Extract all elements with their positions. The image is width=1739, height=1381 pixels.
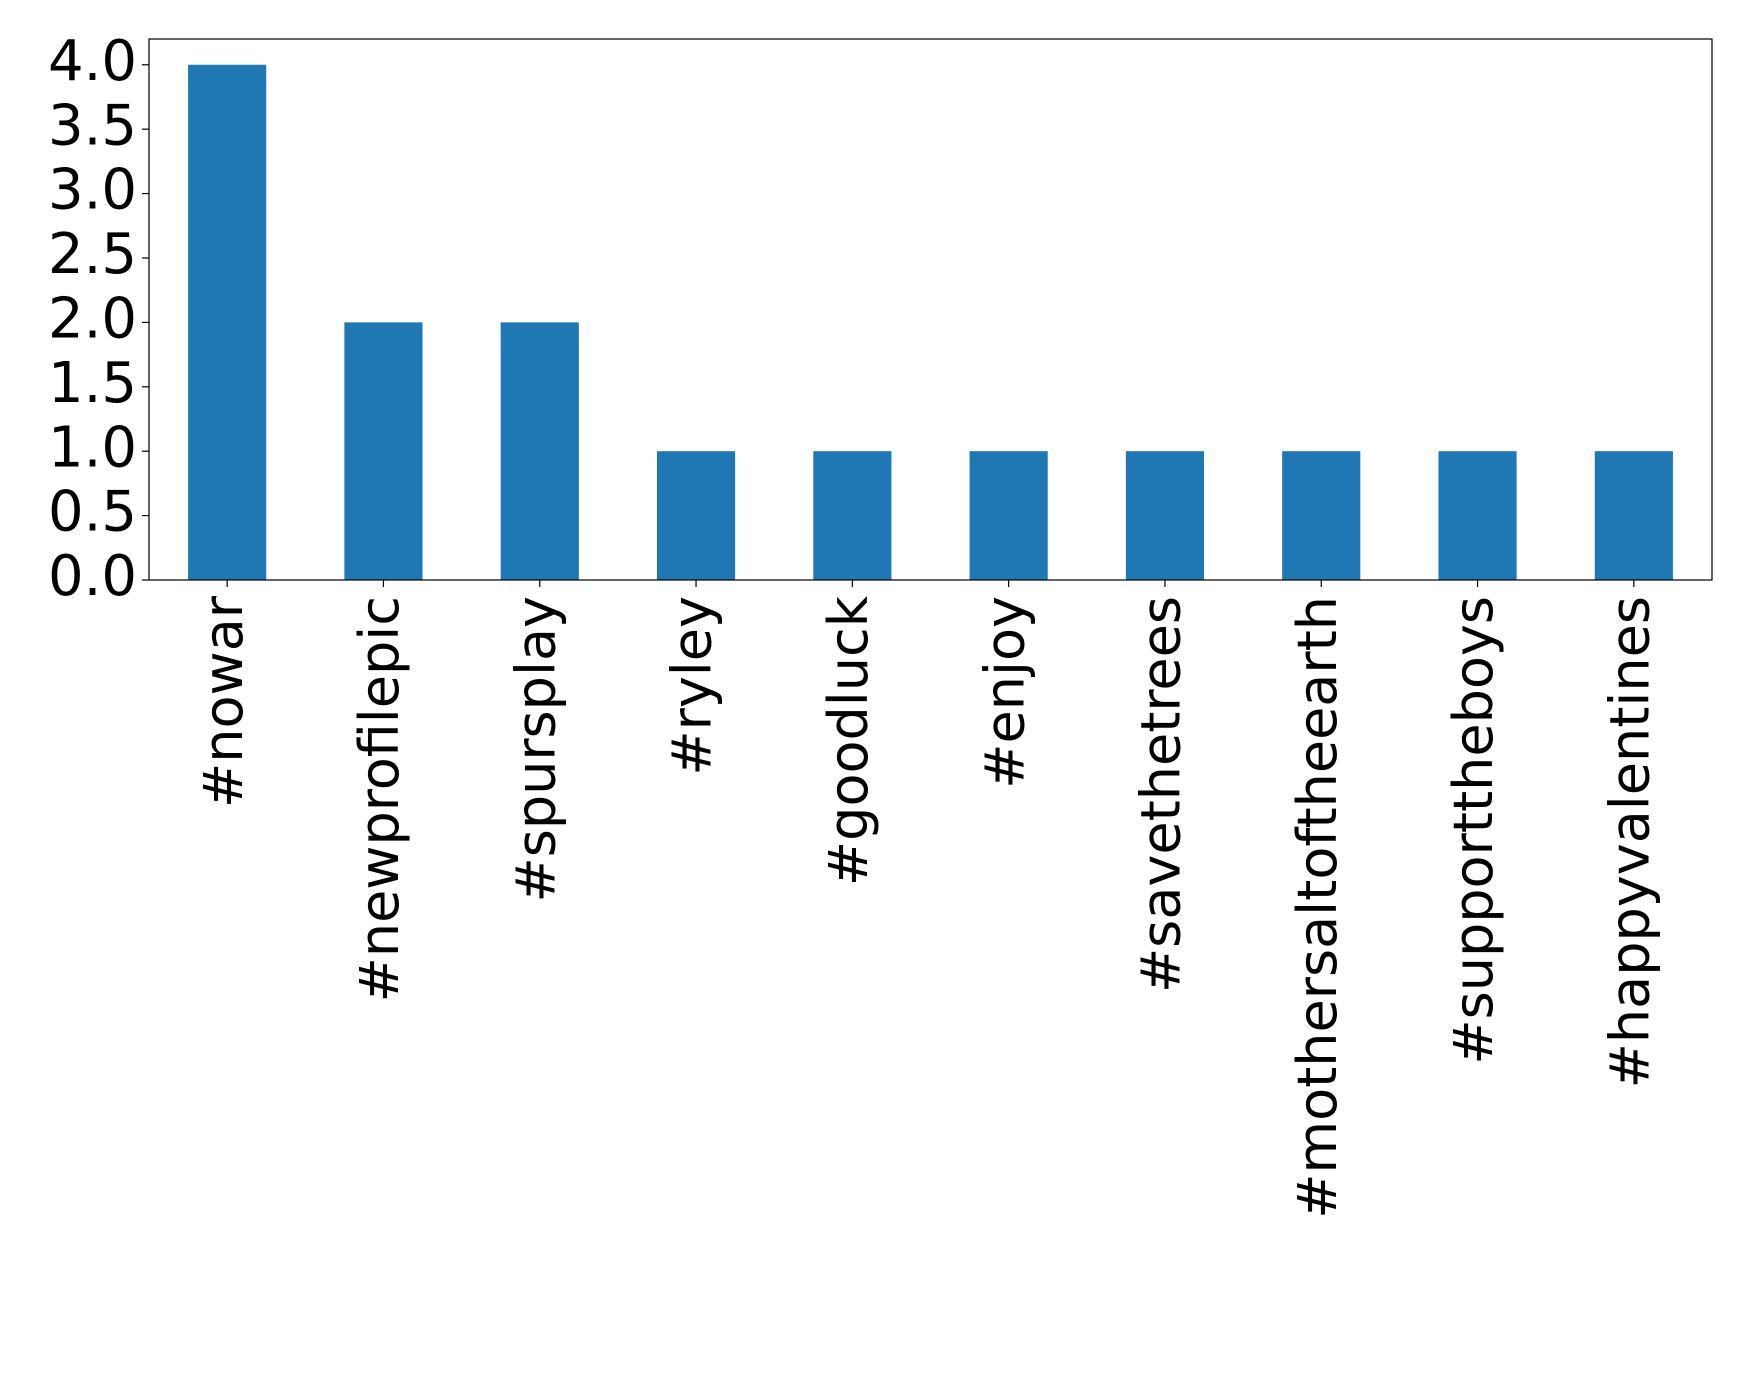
- x-tick-label: #supporttheboys: [1442, 596, 1505, 1065]
- bar: [1125, 451, 1205, 580]
- plot-frame: [148, 38, 1713, 581]
- y-tick-label: 4.0: [48, 29, 137, 94]
- y-tick-label: 3.5: [48, 93, 137, 158]
- y-tick-label: 0.0: [48, 544, 137, 609]
- bar: [188, 64, 267, 580]
- x-tick-label: #savethetrees: [1130, 596, 1193, 993]
- x-tick-label: #happyvalentines: [1598, 596, 1661, 1088]
- y-tick-label: 0.5: [48, 480, 137, 545]
- x-tick-label: #nowar: [192, 595, 255, 808]
- x-tick-label: #ryley: [661, 596, 724, 776]
- bar: [969, 451, 1048, 580]
- bar: [1438, 451, 1517, 580]
- y-tick-label: 1.0: [48, 415, 137, 480]
- x-tick-label: #mothersaltoftheearth: [1286, 596, 1349, 1219]
- x-tick-label: #goodluck: [817, 595, 880, 886]
- bar: [656, 451, 736, 580]
- bar: [344, 322, 423, 580]
- x-tick-label: #spursplay: [504, 596, 567, 903]
- bar: [500, 322, 579, 580]
- x-tick-label: #enjoy: [973, 596, 1036, 789]
- y-tick-label: 2.0: [48, 287, 137, 352]
- bar: [813, 451, 892, 580]
- y-tick-label: 3.0: [48, 158, 137, 223]
- bar: [1594, 451, 1673, 580]
- bar: [1282, 451, 1361, 580]
- y-tick-label: 1.5: [48, 351, 137, 416]
- y-tick-label: 2.5: [48, 222, 137, 287]
- x-tick-label: #newprofilepic: [348, 596, 411, 1002]
